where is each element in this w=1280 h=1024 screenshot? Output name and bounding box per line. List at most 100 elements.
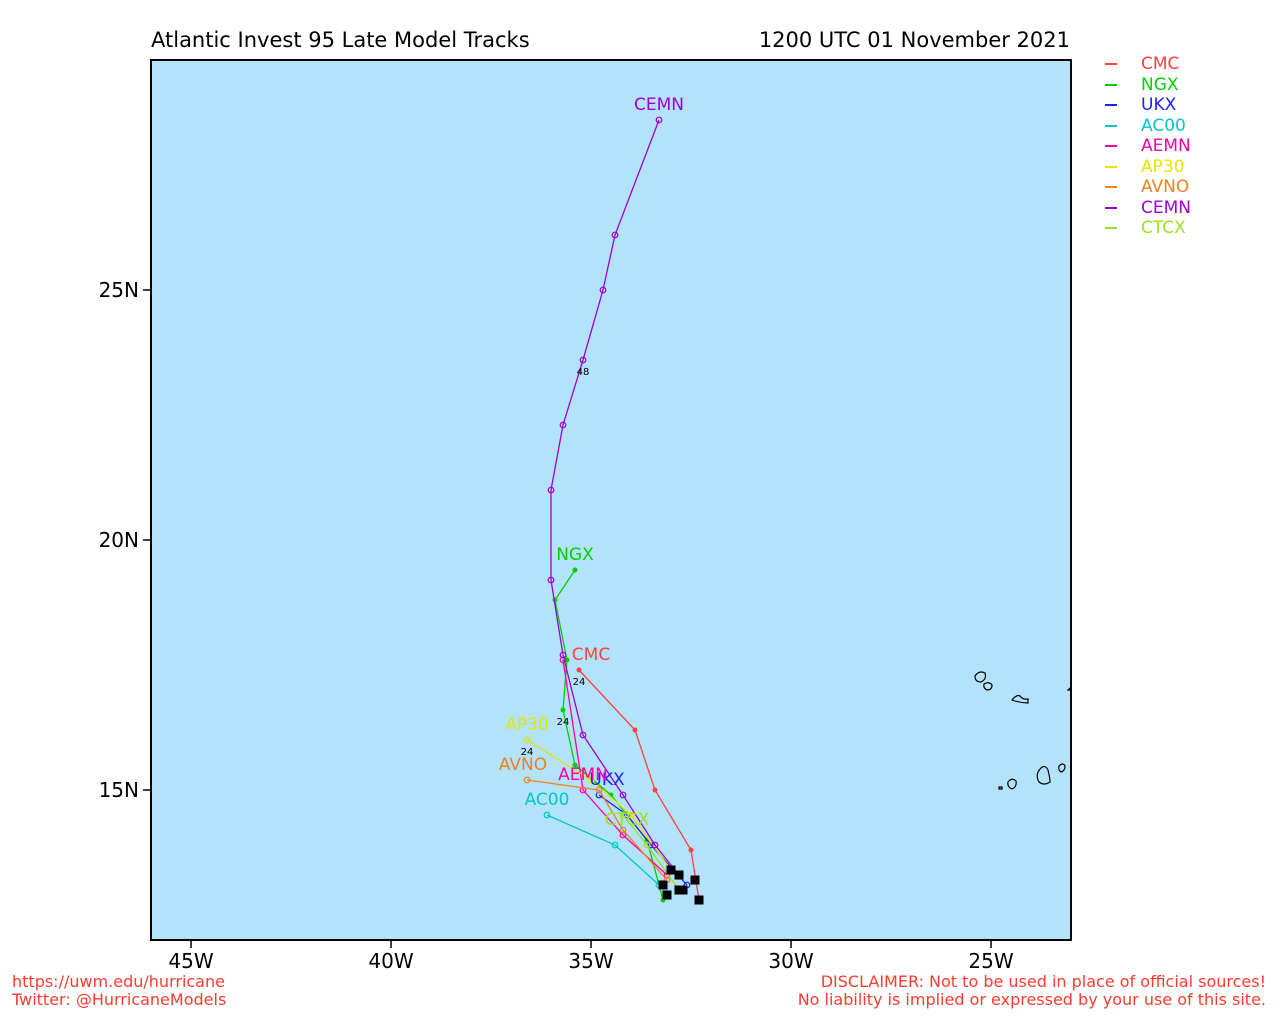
legend-label: UKX	[1141, 95, 1177, 116]
track-point	[543, 811, 551, 819]
legend-item-avno: AVNO	[1105, 177, 1191, 198]
forecast-hour-label: 24	[557, 717, 570, 728]
track-point	[572, 762, 578, 768]
island-outline	[1007, 778, 1017, 790]
legend-swatch	[1105, 227, 1117, 230]
x-tick-label: 30W	[768, 949, 813, 973]
legend-label: AP30	[1141, 156, 1185, 177]
track-point	[611, 231, 619, 239]
legend-label: CEMN	[1141, 197, 1191, 218]
initial-position-marker	[674, 870, 684, 880]
legend-swatch	[1105, 83, 1117, 86]
track-point	[643, 841, 651, 849]
legend-item-cemn: CEMN	[1105, 198, 1191, 219]
track-label-ctcx: CTCX	[605, 810, 650, 830]
legend-label: AEMN	[1141, 136, 1191, 157]
track-label-avno: AVNO	[499, 755, 547, 775]
track-line	[598, 794, 688, 886]
footer-disclaimer: DISCLAIMER: Not to be used in place of o…	[798, 973, 1266, 1009]
track-point	[579, 731, 587, 739]
y-tick-label: 20N	[99, 528, 139, 552]
y-tick-label: 15N	[99, 778, 139, 802]
legend-swatch	[1105, 186, 1117, 189]
legend-item-cmc: CMC	[1105, 54, 1191, 75]
track-point	[619, 791, 627, 799]
legend-swatch	[1105, 124, 1117, 127]
legend-swatch	[1105, 104, 1117, 107]
disclaimer-line-1: DISCLAIMER: Not to be used in place of o…	[820, 972, 1266, 991]
chart-title: Atlantic Invest 95 Late Model Tracks	[151, 28, 530, 52]
track-labels: CMC NGX UKX AC00 AEMN AP30 AVNO CEMN CTCX	[499, 95, 684, 830]
track-label-ngx: NGX	[556, 545, 594, 565]
forecast-hour-label: 48	[577, 367, 590, 378]
model-tracks: 24 24 24 48	[521, 116, 702, 903]
track-point	[547, 486, 555, 494]
track-line	[526, 779, 668, 881]
initial-position-marker	[658, 880, 668, 890]
track-point	[619, 826, 627, 834]
legend-item-ngx: NGX	[1105, 75, 1191, 96]
initial-position-marker	[662, 890, 672, 900]
island-outline	[974, 671, 987, 683]
track-point	[651, 841, 659, 849]
x-tick-label: 25W	[968, 949, 1013, 973]
track-point	[559, 651, 567, 659]
track-point	[652, 787, 658, 793]
track-label-aemn: AEMN	[558, 765, 608, 785]
track-point	[599, 286, 607, 294]
footer-url: https://uwm.edu/hurricane	[12, 972, 225, 991]
track-point	[688, 847, 694, 853]
legend-item-ukx: UKX	[1105, 95, 1191, 116]
track-line	[546, 814, 660, 886]
island-outline	[1058, 763, 1066, 773]
initial-position-marker	[678, 885, 688, 895]
legend-item-aemn: AEMN	[1105, 136, 1191, 157]
legend-item-ac00: AC00	[1105, 116, 1191, 137]
y-tick-label: 25N	[99, 278, 139, 302]
legend-label: AC00	[1141, 115, 1186, 136]
map-axes: 45W 40W 35W 30W 25W 15N 20N 25N	[99, 278, 1014, 973]
track-point	[523, 736, 531, 744]
forecast-hour-label: 24	[573, 677, 586, 688]
track-line	[622, 814, 680, 891]
footer-left: https://uwm.edu/hurricane Twitter: @Hurr…	[12, 973, 226, 1009]
legend-label: NGX	[1141, 74, 1179, 95]
track-point	[632, 727, 638, 733]
track-ukx	[595, 791, 691, 889]
track-point	[587, 776, 595, 784]
island-outline	[998, 786, 1003, 790]
legend-swatch	[1105, 165, 1117, 168]
island-outline	[983, 682, 993, 691]
map-frame	[150, 59, 1072, 941]
track-point	[572, 567, 578, 573]
x-tick-label: 40W	[368, 949, 413, 973]
start-markers	[658, 865, 704, 905]
legend-label: CTCX	[1141, 218, 1186, 239]
track-point	[611, 841, 619, 849]
track-point	[579, 356, 587, 364]
legend-label: CMC	[1141, 54, 1180, 75]
legend-swatch	[1105, 206, 1117, 209]
track-line	[550, 119, 680, 876]
initial-position-marker	[694, 895, 704, 905]
x-tick-label: 35W	[568, 949, 613, 973]
track-label-cmc: CMC	[572, 645, 610, 665]
track-point	[559, 421, 567, 429]
track-point	[576, 667, 582, 673]
track-line	[526, 739, 672, 871]
track-ap30: 24	[521, 736, 675, 874]
track-point	[655, 116, 663, 124]
track-label-ac00: AC00	[525, 790, 570, 810]
island-outline	[1010, 694, 1029, 704]
track-point	[619, 811, 627, 819]
legend-swatch	[1105, 63, 1117, 66]
track-point	[595, 786, 603, 794]
track-point	[523, 776, 531, 784]
island-outline	[1036, 765, 1051, 785]
track-label-ukx: UKX	[589, 770, 625, 790]
initial-position-marker	[690, 875, 700, 885]
initial-position-marker	[666, 865, 676, 875]
footer-twitter: Twitter: @HurricaneModels	[12, 990, 227, 1009]
forecast-hour-label: 24	[521, 747, 534, 758]
